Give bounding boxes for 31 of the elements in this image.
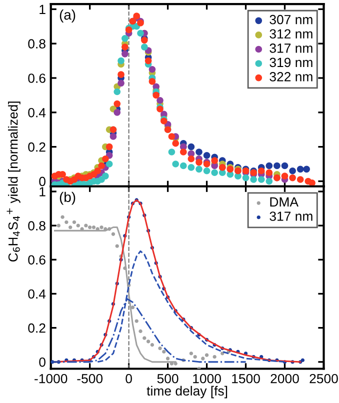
legend-label: 312 nm [270,29,312,39]
y-tick-label: 0.6 [28,74,46,83]
x-tick-label: 500 [157,374,178,384]
x-axis-title: time delay [fs] [146,386,228,398]
legend-label: 317 nm [270,43,312,53]
x-tick-label: 2500 [310,374,338,384]
annotation: (a) [60,10,76,22]
legend-label: 307 nm [270,14,312,24]
y-tick-label: 0 [39,357,46,367]
annotation: (b) [60,192,76,205]
x-tick-label: -500 [77,374,103,384]
x-tick-label: -1000 [34,374,68,384]
legend-label: 317 nm [270,212,312,221]
y-tick-label: 1 [40,4,46,14]
legend-label: 319 nm [270,58,312,68]
y-tick-label: 0.2 [28,323,46,333]
legend-label: 322 nm [270,72,312,82]
y-tick-label: 0.2 [28,142,46,152]
x-tick-label: 1500 [232,374,260,384]
y-tick-label: 0.6 [28,255,46,265]
y-tick-label: 1 [40,187,46,196]
y-tick-label: 0.8 [28,221,46,230]
x-tick-label: 0 [126,374,132,384]
x-tick-label: 2000 [270,374,299,384]
y-tick-label: 0.4 [28,108,46,118]
y-tick-label: 0 [39,176,46,186]
y-tick-label: 0.8 [28,39,46,49]
y-axis-title: C$_{6}$H$_{4}$S$_{4}$$^{+}$ yield [normalized] [6,102,20,262]
legend-label: DMA [270,197,298,207]
x-tick-label: 1000 [193,374,221,384]
y-tick-label: 0.4 [28,289,46,299]
